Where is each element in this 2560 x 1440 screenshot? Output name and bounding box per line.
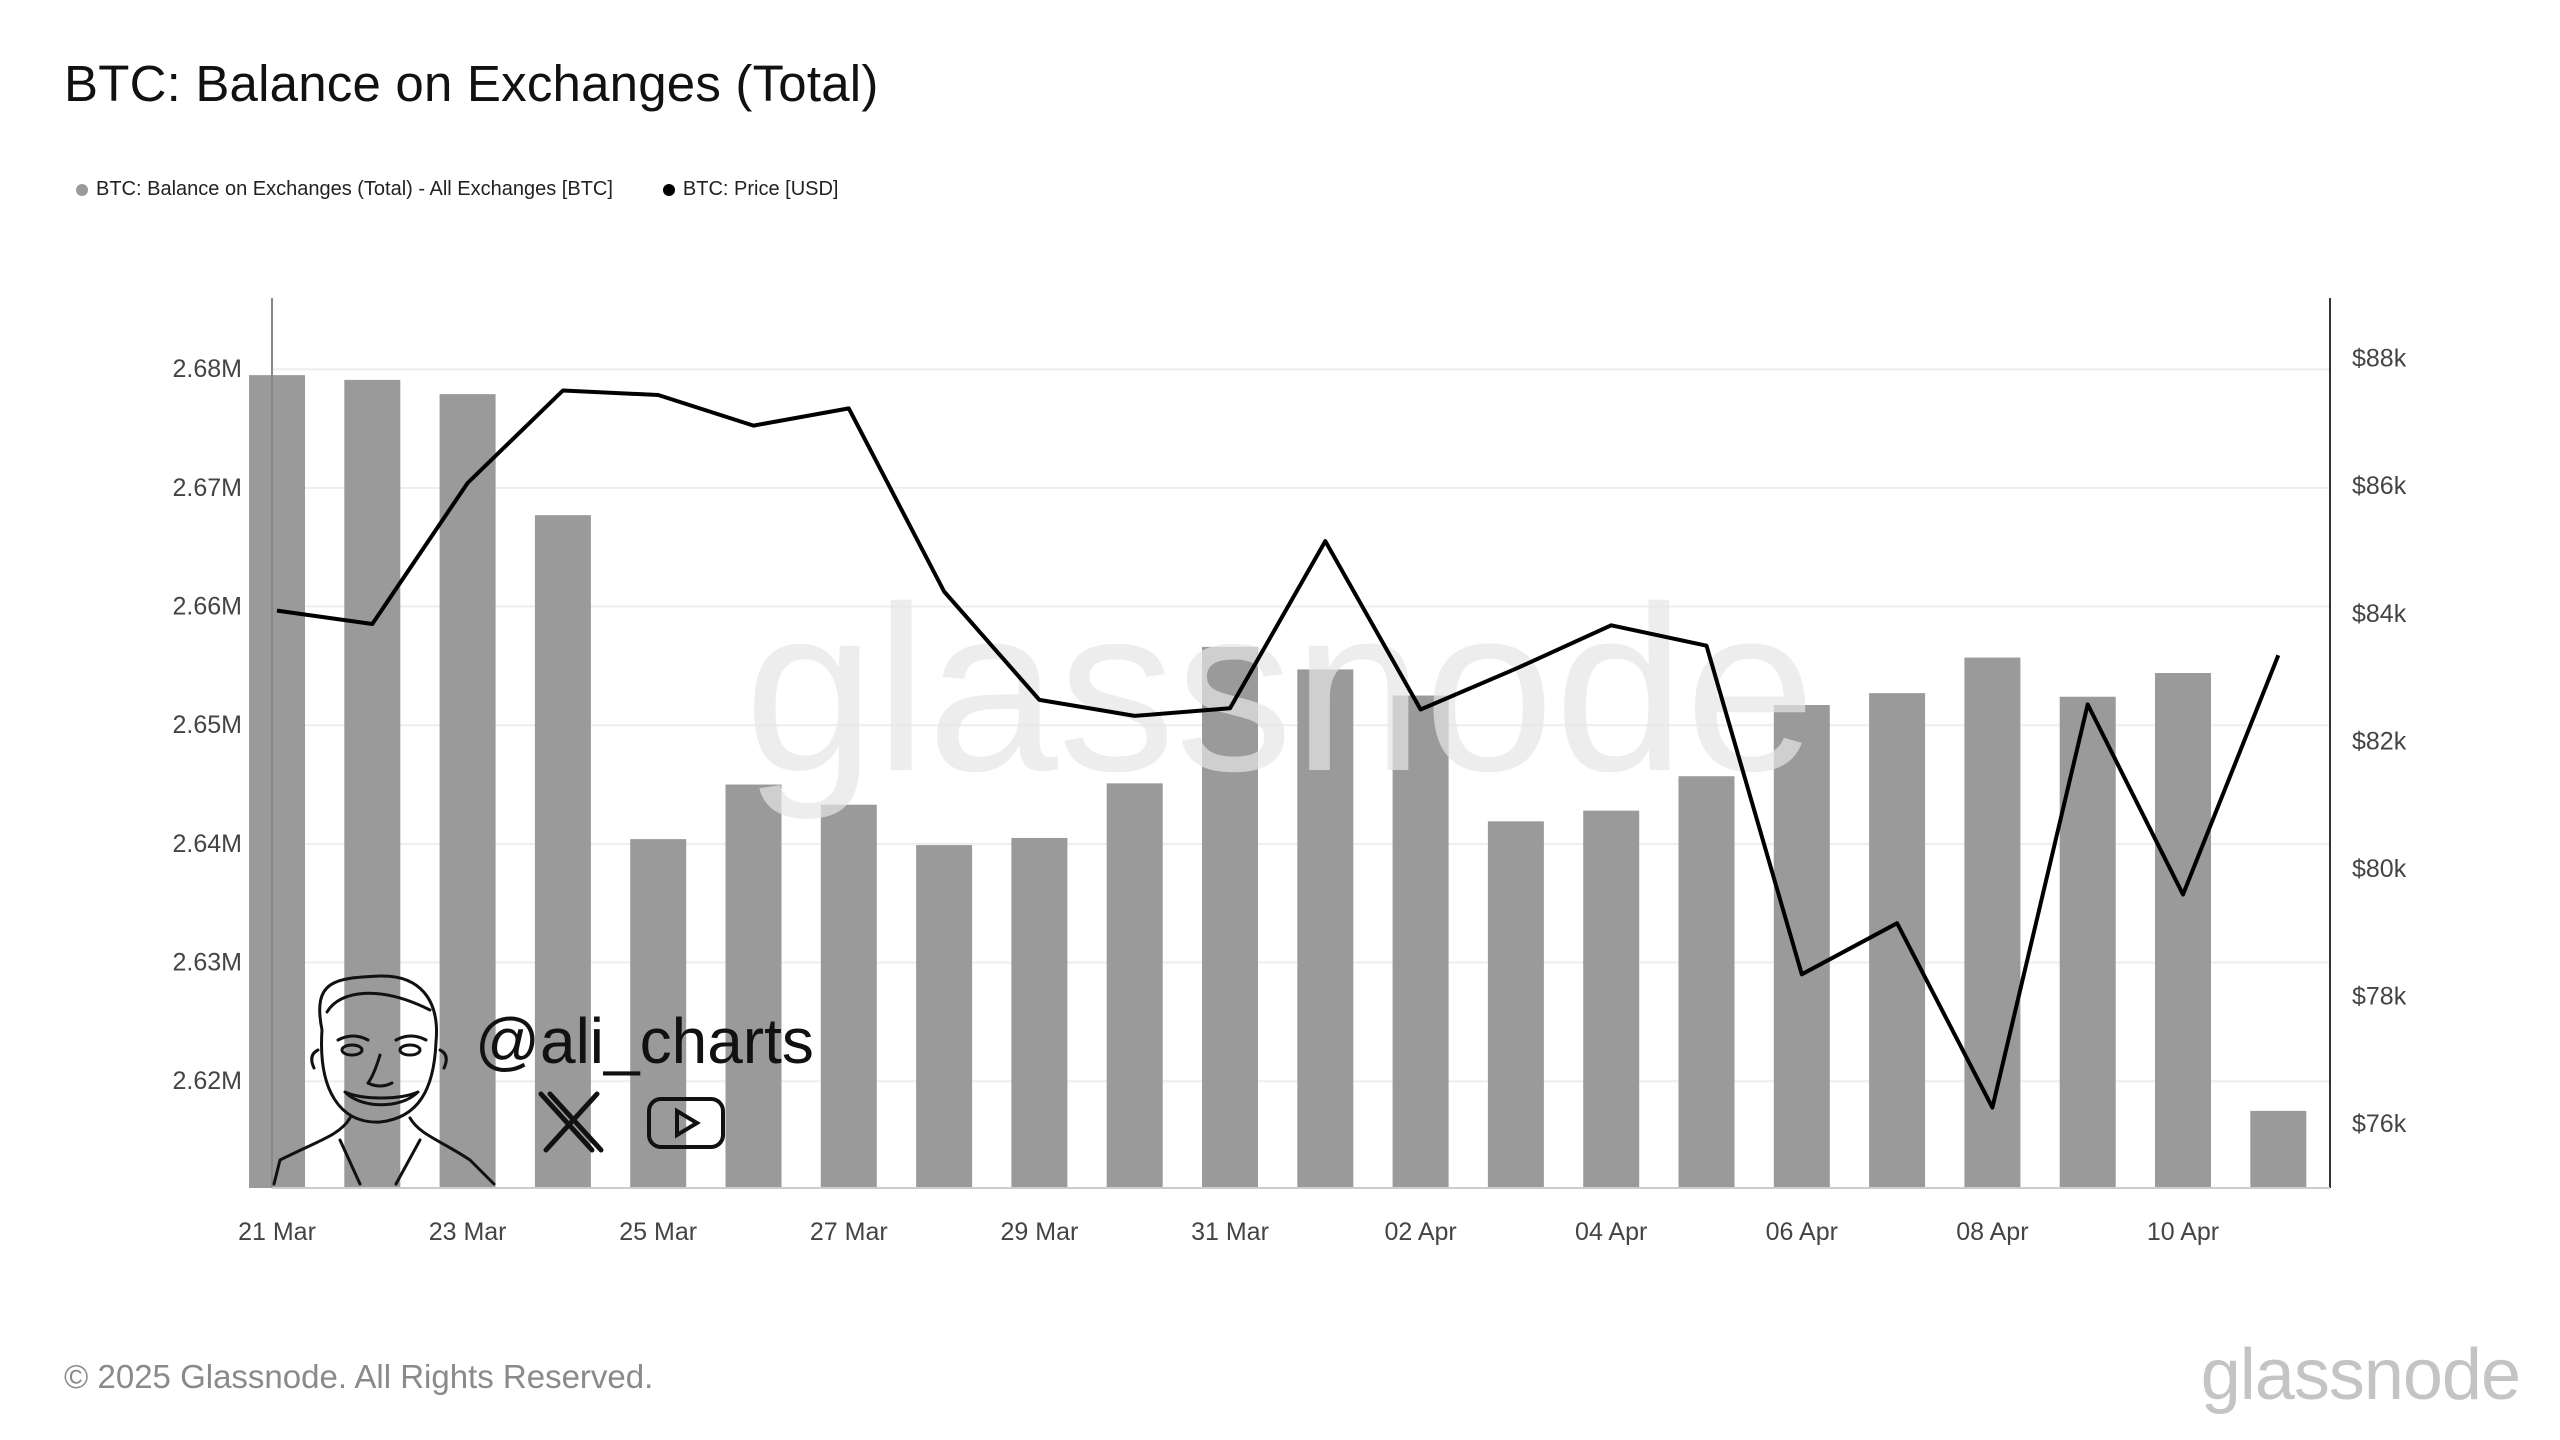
y-right-tick-label: $86k (2352, 472, 2407, 500)
x-tick-label: 25 Mar (619, 1218, 697, 1246)
balance-bar (916, 845, 973, 1188)
y-right-tick-label: $80k (2352, 855, 2407, 883)
balance-bars (249, 375, 2307, 1189)
balance-bar (1106, 783, 1163, 1188)
legend-dot-price (662, 183, 675, 196)
price-series-line (276, 388, 2281, 1110)
x-logo-icon[interactable] (538, 1091, 604, 1153)
legend-item-balance[interactable]: BTC: Balance on Exchanges (Total) - All … (76, 178, 613, 201)
axes (271, 298, 2331, 1189)
author-handle: @ali_charts (475, 1005, 814, 1077)
footer-logo: glassnode (2200, 1335, 2521, 1415)
y-left-tick-label: 2.65M (173, 711, 242, 739)
balance-bar (1773, 705, 1830, 1188)
y-right-tick-label: $78k (2352, 983, 2407, 1011)
y-axis-right-ticks: $76k $78k $80k $82k $84k $86k $88k (2352, 345, 2407, 1139)
y-left-tick-label: 2.68M (173, 355, 242, 383)
y-right-tick-label: $82k (2352, 727, 2407, 755)
y-axis-left-ticks: 2.62M 2.63M 2.64M 2.65M 2.66M 2.67M 2.68M (173, 355, 242, 1095)
x-axis-ticks: 21 Mar 23 Mar 25 Mar 27 Mar 29 Mar 31 Mar 02 A… (238, 1218, 2219, 1246)
balance-bar (1011, 837, 1068, 1188)
x-tick-label: 06 Apr (1766, 1218, 1838, 1246)
balance-bar (2059, 696, 2116, 1188)
x-tick-label: 02 Apr (1384, 1218, 1456, 1246)
y-right-tick-label: $76k (2352, 1110, 2407, 1138)
y-left-tick-label: 2.63M (173, 949, 242, 977)
x-tick-label: 10 Apr (2147, 1218, 2219, 1246)
y-left-tick-label: 2.66M (173, 593, 242, 621)
x-tick-label: 08 Apr (1956, 1218, 2028, 1246)
balance-bar (820, 804, 877, 1188)
y-right-tick-label: $88k (2352, 345, 2407, 373)
y-left-tick-label: 2.62M (173, 1067, 242, 1095)
y-right-tick-label: $84k (2352, 600, 2407, 628)
balance-bar (1392, 695, 1449, 1188)
chart-legend: BTC: Balance on Exchanges (Total) - All … (76, 178, 888, 201)
x-tick-label: 31 Mar (1191, 1218, 1269, 1246)
price-line (276, 388, 2281, 1110)
balance-bar (344, 379, 401, 1188)
balance-bar (2250, 1110, 2307, 1188)
x-tick-label: 04 Apr (1575, 1218, 1647, 1246)
legend-label-balance: BTC: Balance on Exchanges (Total) - All … (96, 178, 613, 200)
balance-bar (439, 394, 496, 1188)
watermark-text: glassnode (744, 557, 1815, 820)
x-tick-label: 23 Mar (429, 1218, 507, 1246)
x-tick-label: 21 Mar (238, 1218, 316, 1246)
legend-item-price[interactable]: BTC: Price [USD] (662, 178, 839, 201)
chart-title: BTC: Balance on Exchanges (Total) (64, 55, 879, 112)
caricature-avatar-icon (272, 974, 496, 1186)
x-tick-label: 29 Mar (1000, 1218, 1078, 1246)
legend-dot-balance (76, 183, 88, 196)
y-left-tick-label: 2.64M (173, 830, 242, 858)
balance-bar (1297, 669, 1354, 1188)
y-left-tick-label: 2.67M (173, 474, 242, 502)
balance-bar (725, 784, 782, 1188)
balance-bar (1678, 776, 1735, 1188)
balance-bar (1583, 810, 1640, 1188)
balance-bar (1487, 821, 1544, 1188)
copyright-text: © 2025 Glassnode. All Rights Reserved. (64, 1358, 654, 1395)
balance-bar (1202, 646, 1258, 1188)
x-tick-label: 27 Mar (810, 1218, 888, 1246)
balance-bar (249, 375, 305, 1189)
balance-bar (1869, 693, 1926, 1188)
balance-bar (2155, 672, 2211, 1188)
youtube-icon[interactable] (647, 1097, 725, 1149)
legend-label-price: BTC: Price [USD] (682, 178, 839, 200)
balance-bar (534, 515, 591, 1188)
